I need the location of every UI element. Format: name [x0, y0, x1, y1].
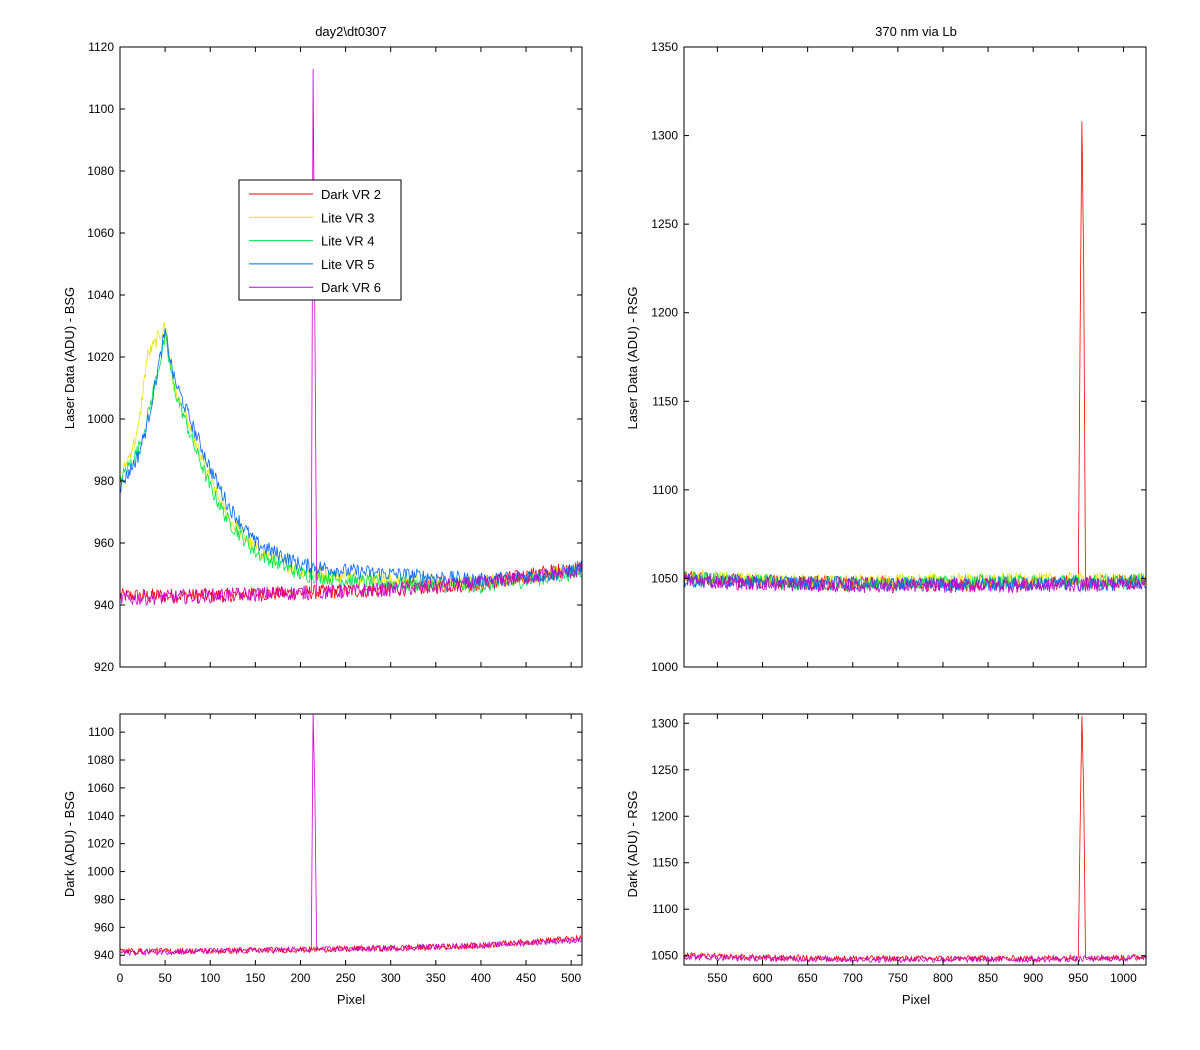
legend: Dark VR 2 Lite VR 3 Lite VR 4 Lite VR 5 Dark… [238, 179, 402, 301]
legend-label: Dark VR 6 [321, 280, 381, 295]
bottom-left-ytick-label: 1080 [87, 753, 114, 767]
bottom-right-xtick-label: 600 [752, 971, 772, 985]
bottom-left-xtick-label: 0 [117, 971, 124, 985]
top-left-ytick-label: 920 [94, 660, 114, 674]
bottom-left-ylabel: Dark (ADU) - BSG [62, 791, 77, 897]
bottom-left-xtick-label: 400 [471, 971, 491, 985]
top-right-ytick-label: 1300 [651, 129, 678, 143]
bottom-left-axes-frame [119, 713, 583, 966]
top-left-plot-area [120, 68, 582, 606]
bottom-left-ytick-label: 1100 [88, 725, 114, 739]
bottom-right-ytick-label: 1150 [652, 856, 678, 870]
bottom-right-series-dark-vr-6 [684, 953, 1146, 964]
top-left-ytick-label: 1060 [87, 226, 114, 240]
bottom-left-ytick-label: 1020 [87, 837, 114, 851]
bottom-right-xtick-label: 800 [933, 971, 953, 985]
top-left-ytick-label: 1000 [87, 412, 114, 426]
panel-top-left: day2\dt0307 Laser Data (ADU) - BSG 920 94… [62, 24, 583, 674]
bottom-left-ytick-label: 1040 [87, 809, 114, 823]
bottom-left-series-dark-vr-2 [120, 934, 582, 956]
top-right-ytick-label: 1000 [651, 660, 678, 674]
bottom-left-ytick-label: 940 [94, 948, 114, 962]
top-right-ytick-label: 1050 [651, 571, 678, 585]
top-right-ylabel: Laser Data (ADU) - RSG [625, 286, 640, 429]
top-right-title: 370 nm via Lb [875, 24, 957, 39]
bottom-right-ytick-label: 1300 [651, 716, 678, 730]
bottom-right-ytick-label: 1200 [651, 809, 678, 823]
top-right-series-lite-vr-5 [684, 573, 1146, 593]
bottom-left-xtick-label: 100 [200, 971, 220, 985]
bottom-left-xtick-label: 200 [290, 971, 310, 985]
bottom-left-ytick-label: 1000 [87, 865, 114, 879]
bottom-left-xtick-label: 250 [336, 971, 356, 985]
bottom-left-xtick-label: 450 [516, 971, 536, 985]
top-right-ytick-label: 1350 [651, 40, 678, 54]
bottom-left-plot-area [120, 714, 582, 957]
bottom-left-ytick-label: 980 [94, 892, 114, 906]
bottom-right-ytick-label: 1250 [651, 763, 678, 777]
bottom-right-xtick-label: 650 [798, 971, 818, 985]
top-right-ytick-label: 1150 [652, 394, 678, 408]
legend-label: Lite VR 3 [321, 210, 374, 225]
bottom-right-xlabel: Pixel [902, 992, 930, 1007]
legend-label: Dark VR 2 [321, 187, 381, 202]
top-left-series-lite-vr-5 [120, 328, 582, 588]
top-left-ytick-label: 960 [94, 536, 114, 550]
bottom-right-xtick-label: 850 [978, 971, 998, 985]
top-right-plot-area [684, 121, 1146, 594]
legend-label: Lite VR 4 [321, 234, 374, 249]
top-left-ytick-label: 1020 [87, 350, 114, 364]
top-right-axes-frame [683, 46, 1147, 668]
top-left-ytick-label: 1100 [88, 102, 114, 116]
bottom-right-plot-area [684, 715, 1146, 964]
top-left-ytick-label: 1120 [88, 40, 114, 54]
top-left-title: day2\dt0307 [315, 24, 387, 39]
bottom-right-ylabel: Dark (ADU) - RSG [625, 791, 640, 898]
panel-bottom-right: Dark (ADU) - RSG Pixel 1050 1100 1150 1200 1… [625, 713, 1147, 1007]
legend-label: Lite VR 5 [321, 257, 374, 272]
bottom-right-ytick-label: 1100 [652, 902, 678, 916]
bottom-left-xtick-label: 150 [245, 971, 265, 985]
bottom-left-xtick-label: 350 [426, 971, 446, 985]
bottom-right-xtick-label: 1000 [1110, 971, 1137, 985]
top-left-series-dark-vr-6 [120, 68, 582, 606]
top-left-ytick-label: 940 [94, 598, 114, 612]
bottom-left-ytick-label: 1060 [87, 781, 114, 795]
top-left-ylabel: Laser Data (ADU) - BSG [62, 287, 77, 429]
top-left-series-lite-vr-3 [120, 321, 582, 591]
bottom-left-ytick-label: 960 [94, 920, 114, 934]
panel-top-right: 370 nm via Lb Laser Data (ADU) - RSG 100… [625, 24, 1147, 674]
bottom-right-xtick-label: 950 [1068, 971, 1088, 985]
bottom-right-xtick-label: 700 [843, 971, 863, 985]
bottom-right-xtick-label: 750 [888, 971, 908, 985]
top-right-series-dark-vr-6 [684, 573, 1146, 594]
bottom-left-xtick-label: 500 [561, 971, 581, 985]
bottom-left-xtick-label: 50 [158, 971, 172, 985]
bottom-left-series-dark-vr-6 [120, 714, 582, 957]
top-left-ytick-label: 1040 [87, 288, 114, 302]
top-right-ytick-label: 1250 [651, 217, 678, 231]
bottom-right-ytick-label: 1050 [651, 949, 678, 963]
bottom-right-xtick-label: 550 [707, 971, 727, 985]
bottom-left-xlabel: Pixel [337, 992, 365, 1007]
bottom-left-xtick-label: 300 [381, 971, 401, 985]
legend-box [238, 179, 402, 301]
bottom-right-axes-frame [683, 713, 1147, 966]
top-right-ytick-label: 1200 [651, 306, 678, 320]
top-left-series-lite-vr-4 [120, 331, 582, 594]
panel-bottom-left: Dark (ADU) - BSG Pixel 94096098010001020… [62, 713, 583, 1007]
top-left-ytick-label: 980 [94, 474, 114, 488]
bottom-right-xtick-label: 900 [1023, 971, 1043, 985]
bottom-right-series-dark-vr-2 [684, 715, 1146, 963]
top-right-ytick-label: 1100 [652, 483, 678, 497]
top-left-ytick-label: 1080 [87, 164, 114, 178]
